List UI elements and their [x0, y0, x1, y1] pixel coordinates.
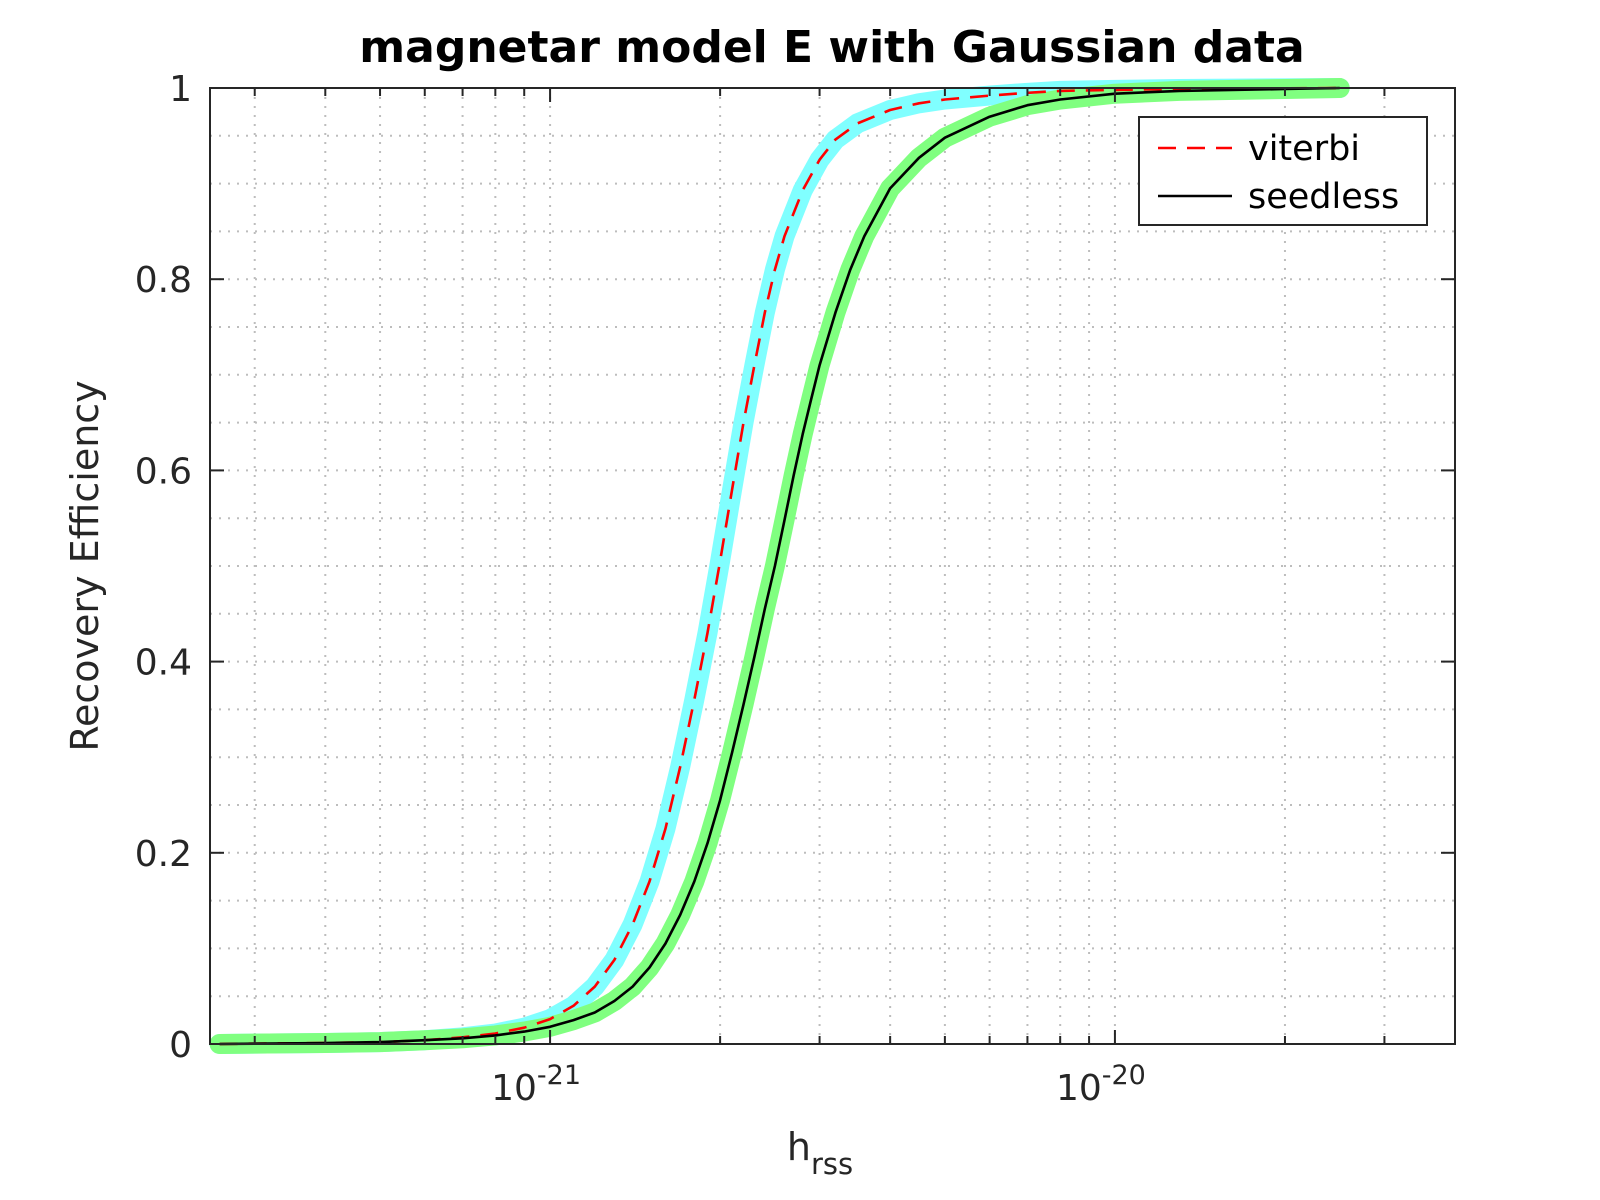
- x-tick-label: 10-20: [1056, 1060, 1146, 1109]
- chart-title: magnetar model E with Gaussian data: [359, 22, 1304, 73]
- plot-frame: [209, 87, 1456, 1045]
- series-line-seedless: [219, 86, 1340, 1046]
- y-tick-label: 0: [169, 1025, 192, 1066]
- legend: viterbi seedless: [1138, 116, 1428, 226]
- y-tick-label: 0.8: [135, 260, 192, 301]
- x-axis-label: hrss: [787, 1125, 853, 1181]
- x-tick-label-base: 10: [1056, 1068, 1102, 1109]
- legend-label-seedless: seedless: [1248, 177, 1399, 217]
- y-tick-label: 0.4: [135, 643, 192, 684]
- x-tick-label-exponent: -20: [1102, 1060, 1146, 1091]
- y-tick-label: 1: [169, 69, 192, 110]
- y-tick-label: 0.2: [135, 834, 192, 875]
- x-tick-label-exponent: -21: [537, 1060, 581, 1091]
- legend-box: [1138, 116, 1428, 226]
- x-axis-label-main: h: [787, 1125, 811, 1169]
- series-line-viterbi: [219, 86, 1340, 1046]
- x-tick-label: 10-21: [491, 1060, 581, 1109]
- y-axis-label: Recovery Efficiency: [63, 380, 107, 751]
- y-tick-label: 0.6: [135, 451, 192, 492]
- series-lines: [219, 86, 1340, 1046]
- legend-label-viterbi: viterbi: [1248, 129, 1360, 169]
- x-tick-label-base: 10: [491, 1068, 537, 1109]
- x-axis-label-subscript: rss: [811, 1147, 853, 1181]
